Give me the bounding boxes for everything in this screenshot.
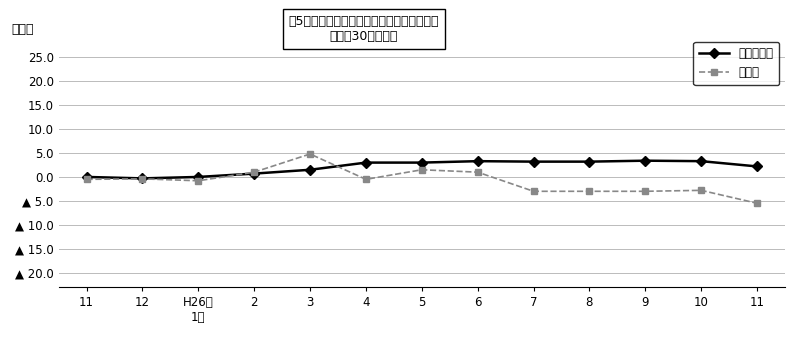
Legend: 調査産業計, 製造業: 調査産業計, 製造業	[694, 42, 779, 85]
Text: 図5　常用労働者数の推移（対前年同月比）
－規樨30人以上－: 図5 常用労働者数の推移（対前年同月比） －規樨30人以上－	[289, 15, 439, 43]
Text: （％）: （％）	[11, 23, 34, 36]
